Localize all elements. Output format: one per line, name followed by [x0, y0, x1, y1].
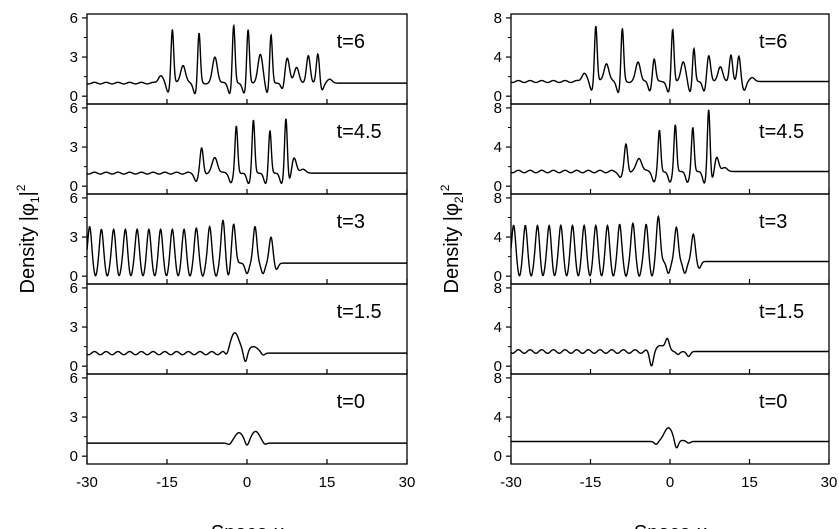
x-tick-label: 30 [399, 474, 416, 491]
y-tick-label: 8 [494, 370, 502, 387]
y-tick-label: 3 [70, 49, 78, 66]
density-curve [87, 430, 407, 446]
panel-t-4-5: 0 4 8 t=4.5 [494, 100, 830, 195]
density-curve [510, 109, 829, 184]
y-tick-label: 0 [494, 178, 502, 195]
panel-time-label: t=3 [337, 211, 365, 233]
panel-t-0: 0 3 6 t=0 [70, 370, 408, 465]
density-curve [510, 337, 829, 367]
y-tick-label: 6 [70, 370, 78, 387]
panel-t-1-5: 0 4 8 t=1.5 [494, 280, 830, 375]
panel-frame [510, 283, 830, 375]
panel-time-label: t=4.5 [759, 121, 804, 143]
y-tick-label: 0 [70, 88, 78, 105]
y-tick-label: 0 [70, 448, 78, 465]
y-tick-label: 6 [70, 190, 78, 207]
panel-time-label: t=1.5 [759, 301, 804, 323]
y-tick-label: 4 [494, 319, 502, 336]
y-tick-label: 4 [494, 229, 502, 246]
density-curve [511, 427, 829, 449]
x-tick-label: -30 [500, 474, 522, 491]
y-tick-label: 0 [494, 268, 502, 285]
x-tick-label: 15 [741, 474, 758, 491]
y-tick-label: 0 [70, 358, 78, 375]
panel-t-3: 0 3 6 t=3 [70, 190, 408, 285]
x-tick-label: 0 [243, 474, 251, 491]
y-tick-label: 8 [494, 100, 502, 117]
panel-frame [86, 373, 408, 465]
density-curve [86, 23, 407, 95]
y-tick-label: 8 [494, 10, 502, 27]
y-tick-label: 6 [70, 100, 78, 117]
panel-t-6: 0 4 8 t=6 [494, 10, 830, 105]
panel-t-3: 0 4 8 t=3 [494, 190, 830, 285]
panel-time-label: t=1.5 [337, 301, 382, 323]
density-curve [86, 219, 407, 277]
panel-frame [510, 373, 830, 465]
y-tick-label: 0 [494, 88, 502, 105]
y-tick-label: 0 [70, 268, 78, 285]
panel-frame [510, 13, 830, 105]
x-tick-label: -30 [76, 474, 98, 491]
plot-phi2: 0 4 8 t=6 0 4 8 t=4.5 0 4 8 t=3 0 4 8 t=1.5 0 4 8 t=0 -30 -15… [438, 10, 837, 529]
panel-t-4-5: 0 3 6 t=4.5 [70, 100, 408, 195]
x-tick-label: 30 [821, 474, 838, 491]
plot-phi1: 0 3 6 t=6 0 3 6 t=4.5 0 3 6 t=3 0 3 6 t=1.5 0 3 6 t=0 -30 -15… [14, 10, 415, 529]
y-tick-label: 0 [494, 448, 502, 465]
y-axis-label: Density |φ1|2 [14, 184, 42, 293]
y-tick-label: 3 [70, 139, 78, 156]
y-tick-label: 0 [494, 358, 502, 375]
x-axis-label: Space x [211, 522, 284, 529]
panel-t-1-5: 0 3 6 t=1.5 [70, 280, 408, 375]
panel-time-label: t=6 [759, 31, 787, 53]
y-tick-label: 4 [494, 409, 502, 426]
panel-time-label: t=6 [337, 31, 365, 53]
x-tick-label: -15 [580, 474, 602, 491]
panel-frame [86, 283, 408, 375]
x-tick-label: 15 [319, 474, 336, 491]
y-tick-label: 3 [70, 319, 78, 336]
y-tick-label: 3 [70, 229, 78, 246]
density-curve [86, 118, 407, 185]
x-tick-label: 0 [666, 474, 674, 491]
y-tick-label: 3 [70, 409, 78, 426]
panel-frame [510, 103, 830, 195]
panel-time-label: t=3 [759, 211, 787, 233]
x-axis-label: Space x [634, 522, 707, 529]
panel-time-label: t=0 [759, 391, 787, 413]
x-tick-label: -15 [156, 474, 178, 491]
y-tick-label: 8 [494, 190, 502, 207]
panel-time-label: t=4.5 [337, 121, 382, 143]
density-curve [510, 25, 829, 94]
y-tick-label: 6 [70, 10, 78, 27]
panel-t-0: 0 4 8 t=0 [494, 370, 830, 465]
y-tick-label: 4 [494, 49, 502, 66]
panel-t-6: 0 3 6 t=6 [70, 10, 408, 105]
y-tick-label: 8 [494, 280, 502, 297]
panel-time-label: t=0 [337, 391, 365, 413]
y-tick-label: 0 [70, 178, 78, 195]
density-curve [510, 214, 829, 277]
y-tick-label: 6 [70, 280, 78, 297]
y-tick-label: 4 [494, 139, 502, 156]
y-axis-label: Density |φ2|2 [438, 184, 466, 293]
density-curve [86, 332, 407, 363]
